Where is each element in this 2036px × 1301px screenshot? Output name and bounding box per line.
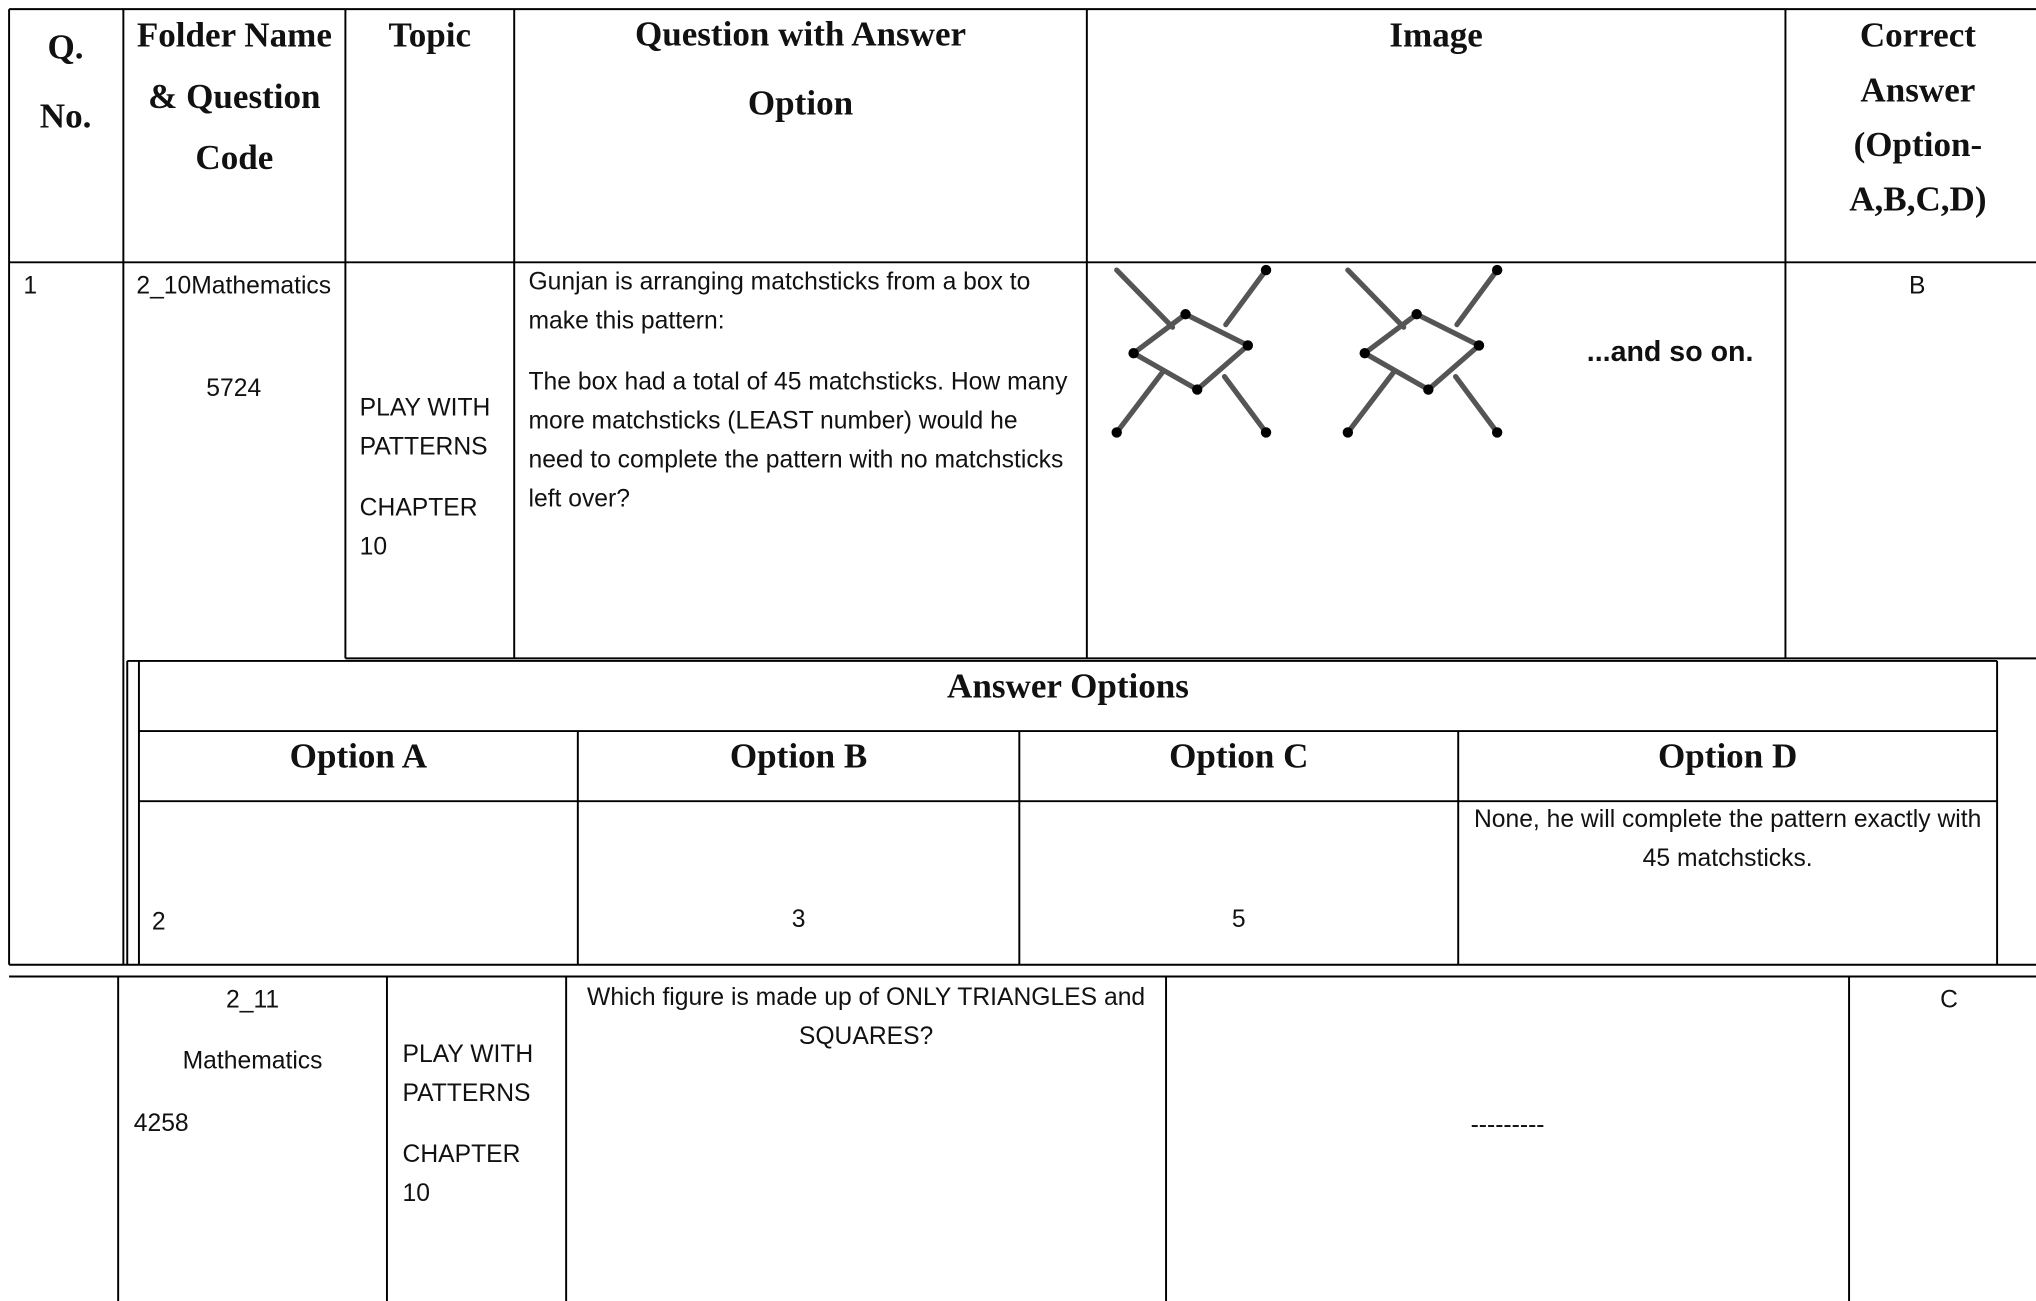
image-placeholder: --------- [1470,1111,1545,1139]
option-value: 2 [151,908,166,937]
topic: PLAY WITH PATTERNS [359,394,491,461]
option-value: 3 [791,906,806,934]
code: 5724 [206,375,262,403]
folder: 2_11 [226,986,280,1015]
header-cell: Folder Name & Question Code [136,15,332,177]
chapter: CHAPTER 10 [402,1141,521,1208]
correct-answer: B [1908,272,1926,300]
chapter: CHAPTER 10 [359,494,478,561]
correct-answer: C [1940,986,1958,1015]
header-cell: Q. No. [39,27,92,136]
matchstick-pattern [1111,265,1503,438]
image-caption: ...and so on. [1586,335,1754,368]
header-cell: Question with Answer Option [634,14,967,123]
header-cell: Topic [388,15,472,55]
subject: Mathematics [182,1047,323,1076]
question-text: Gunjan is arranging matchsticks from a b… [528,268,1031,336]
options-title: Answer Options [947,666,1189,706]
question-text: Which figure is made up of ONLY TRIANGLE… [587,984,1146,1051]
header-cell: Correct Answer (Option-A,B,C,D) [1849,15,1987,219]
topic: PLAY WITH PATTERNS [402,1041,534,1108]
option-header: Option D [1658,736,1798,776]
code: 4258 [133,1110,189,1138]
option-header: Option B [729,736,868,776]
option-header: Option A [289,736,428,776]
option-header: Option C [1169,736,1309,776]
folder: 2_10Mathematics [136,272,332,300]
option-value: None, he will complete the pattern exact… [1473,806,1982,873]
header-cell: Image [1389,15,1483,55]
option-value: 5 [1231,906,1246,934]
question-text: The box had a total of 45 matchsticks. H… [528,368,1068,513]
q-number: 1 [23,272,38,300]
